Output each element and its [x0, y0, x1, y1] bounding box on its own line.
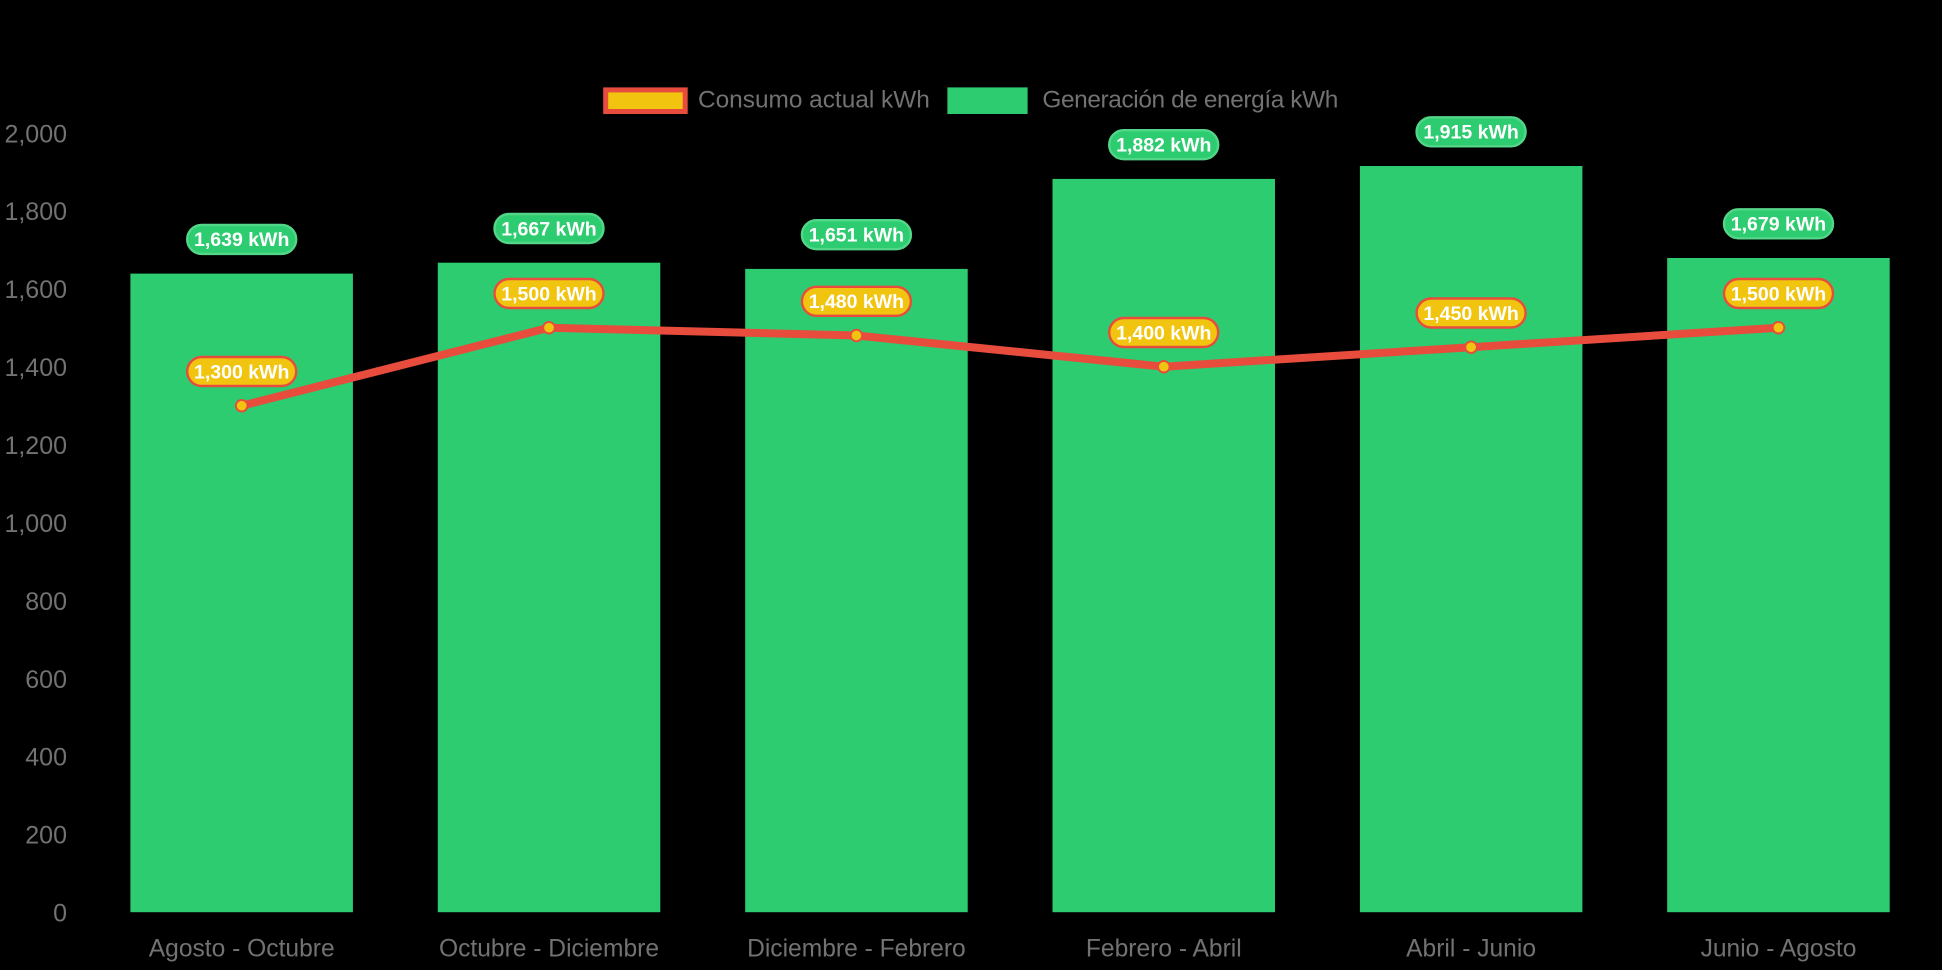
svg-text:2,000: 2,000 — [4, 120, 67, 148]
svg-text:1,500 kWh: 1,500 kWh — [1731, 283, 1826, 305]
svg-text:400: 400 — [25, 744, 67, 772]
svg-text:Consumo actual kWh: Consumo actual kWh — [698, 87, 930, 114]
svg-text:1,679 kWh: 1,679 kWh — [1731, 214, 1826, 236]
svg-text:1,480 kWh: 1,480 kWh — [809, 291, 904, 313]
svg-text:1,200: 1,200 — [4, 432, 67, 460]
svg-text:1,300 kWh: 1,300 kWh — [194, 361, 289, 383]
svg-text:1,600: 1,600 — [4, 276, 67, 304]
svg-text:1,882 kWh: 1,882 kWh — [1116, 135, 1211, 157]
svg-text:Agosto - Octubre: Agosto - Octubre — [149, 935, 335, 962]
svg-text:Junio - Agosto: Junio - Agosto — [1701, 935, 1857, 962]
svg-text:Febrero - Abril: Febrero - Abril — [1086, 935, 1242, 962]
svg-text:200: 200 — [25, 822, 67, 850]
svg-text:1,000: 1,000 — [4, 510, 67, 538]
svg-text:800: 800 — [25, 588, 67, 616]
svg-text:1,800: 1,800 — [4, 198, 67, 226]
svg-text:1,400 kWh: 1,400 kWh — [1116, 322, 1211, 344]
svg-text:Diciembre - Febrero: Diciembre - Febrero — [747, 935, 966, 962]
svg-text:1,450 kWh: 1,450 kWh — [1423, 303, 1518, 325]
svg-text:1,915 kWh: 1,915 kWh — [1423, 122, 1518, 144]
svg-text:0: 0 — [53, 900, 67, 928]
svg-text:1,651 kWh: 1,651 kWh — [809, 225, 904, 247]
svg-text:Abril - Junio: Abril - Junio — [1406, 935, 1536, 962]
svg-text:1,400: 1,400 — [4, 354, 67, 382]
svg-text:1,667 kWh: 1,667 kWh — [501, 218, 596, 240]
svg-text:1,500 kWh: 1,500 kWh — [501, 283, 596, 305]
svg-text:600: 600 — [25, 666, 67, 694]
svg-text:Generación de energía kWh: Generación de energía kWh — [1042, 87, 1338, 114]
svg-text:Octubre - Diciembre: Octubre - Diciembre — [439, 935, 659, 962]
svg-text:1,639 kWh: 1,639 kWh — [194, 229, 289, 251]
